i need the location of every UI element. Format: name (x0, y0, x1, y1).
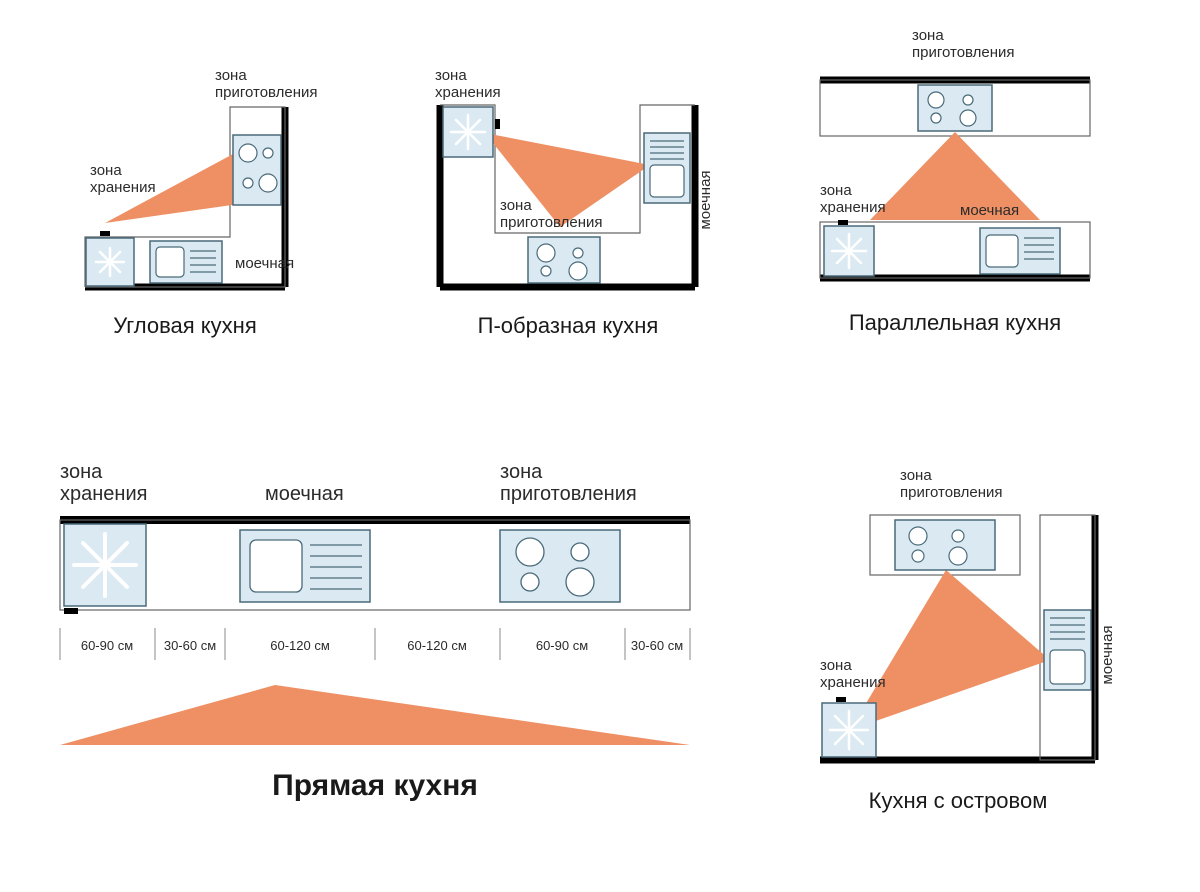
layout-u-shape: зонахранения зонаприготовления моечная П… (420, 55, 740, 375)
label-sink: моечная (960, 202, 1019, 219)
label-sink: моечная (235, 255, 294, 272)
title-corner: Угловая кухня (113, 313, 256, 338)
cooktop-icon (528, 237, 600, 283)
sink-icon (644, 133, 690, 203)
title-linear: Прямая кухня (272, 769, 478, 802)
label-cooking: зонаприготовления (215, 67, 318, 101)
sink-icon (1044, 610, 1091, 690)
dim-0: 60-90 см (81, 638, 133, 653)
dim-4: 60-90 см (536, 638, 588, 653)
layout-island: зонаприготовления зонахранения моечная К… (800, 460, 1140, 860)
cooktop-icon (500, 530, 620, 602)
label-cooking: зонаприготовления (912, 27, 1015, 61)
title-island: Кухня с островом (869, 788, 1048, 813)
label-storage: зонахранения (820, 182, 886, 216)
title-u-shape: П-образная кухня (478, 313, 659, 338)
label-sink: моечная (265, 483, 344, 505)
sink-icon (980, 228, 1060, 274)
label-storage: зонахранения (820, 657, 886, 691)
linear-triangle (60, 685, 690, 745)
label-cooking: зонаприготовления (900, 467, 1003, 501)
dim-2: 60-120 см (270, 638, 330, 653)
cooktop-icon (918, 85, 992, 131)
layout-parallel: зонаприготовления зонахранения моечная П… (800, 20, 1120, 340)
fridge-icon (824, 220, 874, 276)
cooktop-icon (895, 520, 995, 570)
title-parallel: Параллельная кухня (849, 310, 1061, 335)
fridge-icon (86, 231, 134, 286)
dim-1: 30-60 см (164, 638, 216, 653)
fridge-icon (822, 697, 876, 757)
kitchen-layouts-infographic: { "colors": { "triangle_fill": "#ee9064"… (0, 0, 1200, 892)
label-storage: зонахранения (435, 67, 501, 101)
layout-corner: зонахранения зонаприготовления моечная У… (50, 55, 370, 375)
label-sink-vertical: моечная (697, 170, 714, 229)
cooktop-icon (233, 135, 281, 205)
label-sink-vertical: моечная (1099, 625, 1116, 684)
dimension-row (60, 628, 690, 660)
label-storage: зонахранения (90, 162, 156, 196)
sink-icon (150, 241, 222, 283)
dim-5: 30-60 см (631, 638, 683, 653)
label-storage: зонахранения (60, 461, 147, 505)
dim-3: 60-120 см (407, 638, 467, 653)
fridge-icon (64, 524, 146, 614)
fridge-icon (443, 107, 500, 157)
sink-icon (240, 530, 370, 602)
layout-linear: зонахранения моечная зонаприготовления 6… (50, 450, 770, 850)
label-cooking: зонаприготовления (500, 461, 637, 505)
